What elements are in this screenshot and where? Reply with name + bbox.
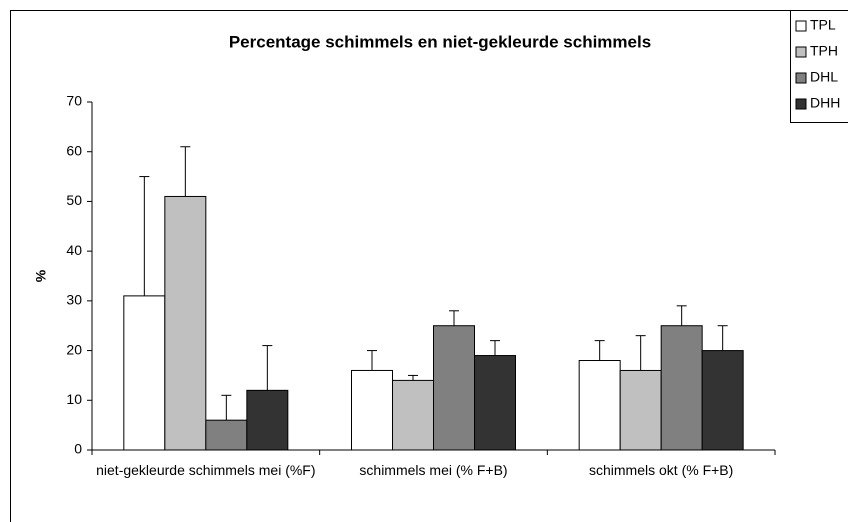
legend-label: DHL: [810, 69, 838, 85]
bar: [246, 389, 289, 451]
y-tick-label: 30: [66, 292, 82, 308]
y-tick-label: 0: [74, 441, 82, 457]
legend-label: TPH: [810, 43, 838, 59]
bar: [474, 355, 516, 451]
chart-title: Percentage schimmels en niet-gekleurde s…: [229, 32, 651, 51]
bar: [164, 195, 207, 451]
legend-swatch: [795, 20, 807, 32]
y-tick-label: 70: [66, 93, 82, 109]
legend-swatch: [795, 72, 807, 84]
y-tick-label: 60: [66, 142, 82, 158]
bar: [701, 350, 744, 451]
bar: [351, 369, 393, 451]
bar: [392, 379, 434, 451]
bar: [205, 419, 248, 451]
legend-label: TPL: [810, 17, 836, 33]
bar: [433, 325, 475, 451]
y-tick-label: 20: [66, 341, 82, 357]
legend-swatch: [795, 46, 807, 58]
y-tick-label: 10: [66, 391, 82, 407]
bar: [123, 295, 166, 451]
y-tick-label: 50: [66, 192, 82, 208]
chart-frame: [10, 10, 848, 522]
bar: [660, 325, 703, 451]
y-tick-label: 40: [66, 242, 82, 258]
bar: [578, 360, 621, 451]
x-tick-label: schimmels okt (% F+B): [589, 462, 734, 478]
legend-label: DHH: [810, 95, 840, 111]
x-tick-label: schimmels mei (% F+B): [359, 462, 508, 478]
y-axis-label: %: [33, 269, 49, 282]
legend-swatch: [795, 98, 807, 110]
bar: [619, 369, 662, 451]
x-tick-label: niet-gekleurde schimmels mei (%F): [96, 462, 316, 478]
